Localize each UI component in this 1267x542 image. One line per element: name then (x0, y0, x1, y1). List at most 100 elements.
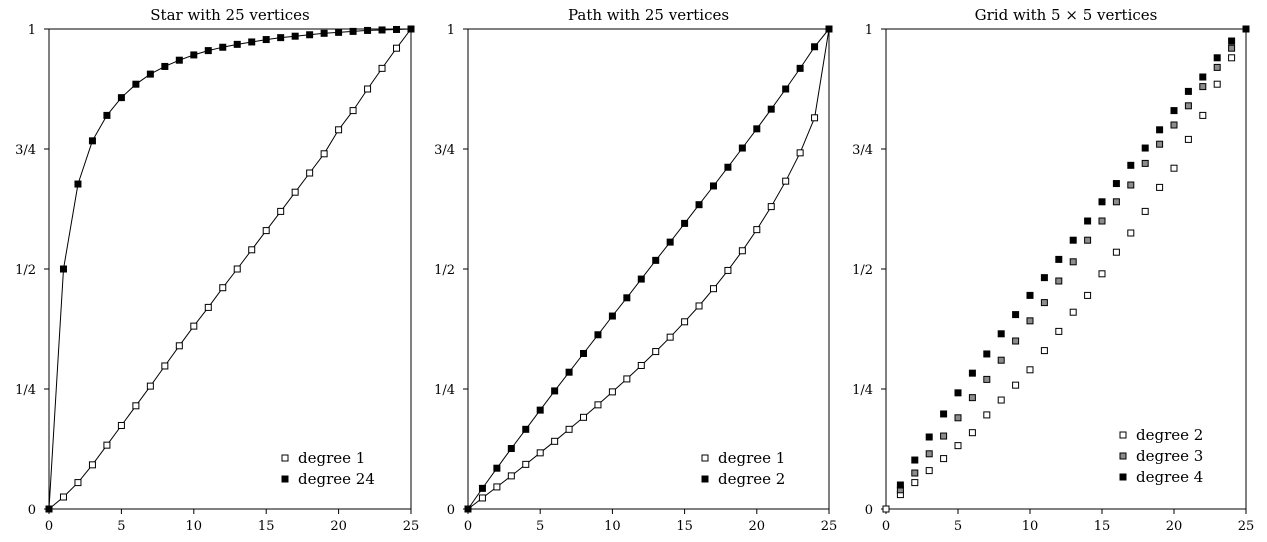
x-tick-label: 15 (1094, 519, 1111, 534)
data-point (1040, 347, 1048, 355)
data-point (594, 401, 602, 409)
data-point (1127, 161, 1135, 169)
data-point (580, 413, 588, 421)
data-point (233, 265, 241, 273)
data-point (1184, 87, 1192, 95)
x-tick-label: 25 (1238, 519, 1255, 534)
y-tick-label: 3/4 (852, 143, 873, 158)
data-point (709, 182, 717, 190)
data-point (349, 27, 357, 35)
data-point (954, 389, 962, 397)
x-tick-label: 10 (604, 519, 621, 534)
data-point (997, 330, 1005, 338)
y-tick-label: 1/4 (852, 383, 873, 398)
data-point (335, 28, 343, 36)
data-point (753, 226, 761, 234)
series-line (467, 28, 830, 510)
data-point (74, 180, 82, 188)
data-point (1026, 317, 1034, 325)
y-tick-label: 3/4 (434, 143, 455, 158)
y-tick-label: 1/2 (852, 263, 873, 278)
data-point (1012, 311, 1020, 319)
data-point (997, 396, 1005, 404)
data-point (522, 460, 530, 468)
data-point (1112, 248, 1120, 256)
data-point (652, 348, 660, 356)
data-point (117, 94, 125, 102)
data-point (695, 302, 703, 310)
y-tick-label: 1/4 (15, 383, 36, 398)
data-point (695, 201, 703, 209)
data-point (551, 387, 559, 395)
legend-label: degree 1 (298, 449, 365, 467)
data-point (103, 111, 111, 119)
data-point (1098, 217, 1106, 225)
data-point (88, 461, 96, 469)
x-tick-label: 5 (536, 519, 544, 534)
data-point (320, 150, 328, 158)
data-point (940, 432, 948, 440)
data-point (233, 40, 241, 48)
data-point (911, 479, 919, 487)
x-tick-label: 10 (1022, 519, 1039, 534)
data-point (1055, 327, 1063, 335)
data-point (983, 350, 991, 358)
data-point (132, 80, 140, 88)
data-point (623, 375, 631, 383)
data-point (623, 294, 631, 302)
data-point (536, 449, 544, 457)
data-point (248, 38, 256, 46)
data-point (796, 149, 804, 157)
data-point (219, 284, 227, 292)
data-point (277, 207, 285, 215)
data-point (709, 285, 717, 293)
data-point (1156, 126, 1164, 134)
data-point (580, 349, 588, 357)
x-tick-label: 20 (330, 519, 347, 534)
data-point (204, 303, 212, 311)
data-point (306, 169, 314, 177)
data-point (911, 456, 919, 464)
data-point (1228, 54, 1236, 62)
data-point (608, 312, 616, 320)
data-point (493, 464, 501, 472)
data-point (954, 414, 962, 422)
x-tick-label: 15 (258, 519, 275, 534)
data-point (1184, 135, 1192, 143)
y-tick-label: 0 (447, 503, 455, 518)
data-point (1112, 180, 1120, 188)
data-point (1098, 198, 1106, 206)
data-point (320, 29, 328, 37)
legend-label: degree 2 (1136, 426, 1203, 444)
data-point (349, 107, 357, 115)
y-tick-label: 1 (865, 23, 873, 38)
chart-star: Star with 25 vertices 0 5 10 15 20 25 0 1/4 1/2 3/… (15, 6, 419, 534)
legend-marker (281, 454, 289, 462)
x-tick-label: 0 (882, 519, 890, 534)
data-point (666, 333, 674, 341)
data-point (565, 425, 573, 433)
data-point (478, 494, 486, 502)
data-point (219, 43, 227, 51)
data-point (738, 247, 746, 255)
data-point (825, 25, 833, 33)
x-tick-label: 15 (676, 519, 693, 534)
data-point (1098, 270, 1106, 278)
data-point (175, 56, 183, 64)
chart-path: Path with 25 vertices 0 5 10 15 20 25 0 1/4 1/2 3/… (434, 6, 837, 534)
data-point (551, 437, 559, 445)
y-tick-label: 1/2 (434, 263, 455, 278)
data-point (306, 31, 314, 39)
x-tick-label: 0 (464, 519, 472, 534)
data-point (724, 266, 732, 274)
data-point (175, 342, 183, 350)
y-tick-label: 1 (28, 23, 36, 38)
legend-label: degree 3 (1136, 447, 1203, 465)
y-tick-label: 1/2 (15, 263, 36, 278)
data-point (1084, 236, 1092, 244)
data-point (1170, 107, 1178, 115)
legend-marker (281, 475, 289, 483)
series-line (48, 28, 412, 510)
data-point (291, 188, 299, 196)
data-point (637, 361, 645, 369)
